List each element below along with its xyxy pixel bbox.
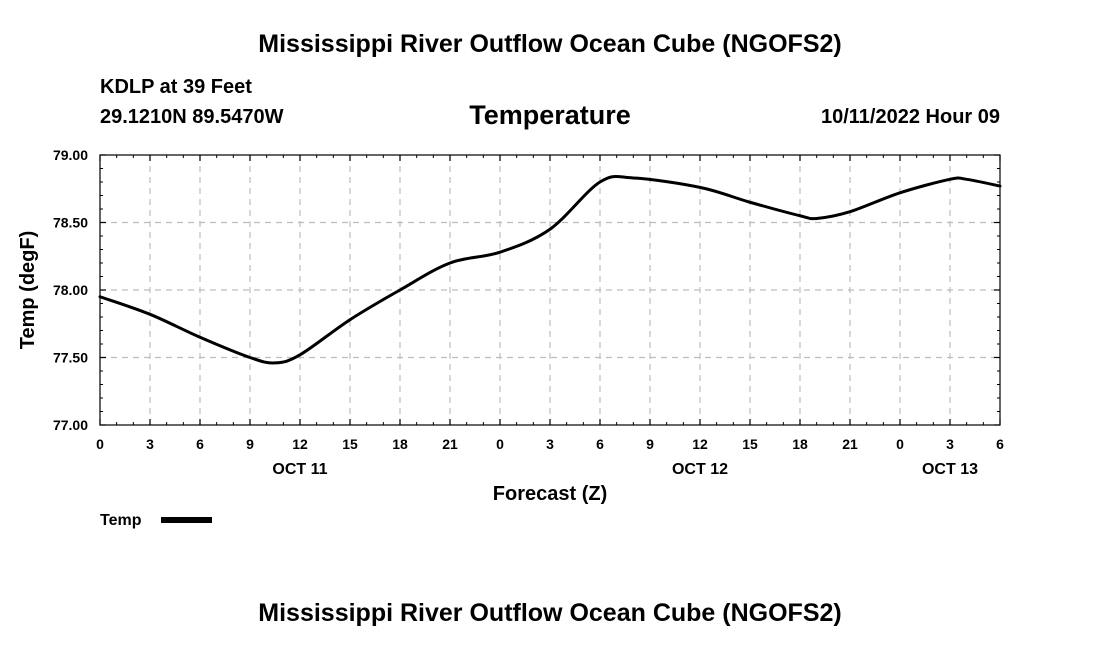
forecast-time: 10/11/2022 Hour 09 — [820, 106, 1000, 128]
x-tick-label: 18 — [792, 436, 808, 452]
grid-lines — [100, 155, 1000, 425]
x-day-label: OCT 12 — [672, 461, 728, 478]
legend-label: Temp — [100, 512, 142, 529]
x-tick-label: 6 — [196, 436, 204, 452]
x-tick-label: 15 — [742, 436, 758, 452]
x-tick-label: 12 — [292, 436, 308, 452]
legend: Temp — [100, 512, 212, 529]
x-tick-label: 9 — [246, 436, 254, 452]
x-tick-label: 15 — [342, 436, 358, 452]
y-tick-label: 78.00 — [53, 282, 88, 298]
x-axis-title: Forecast (Z) — [493, 483, 607, 505]
y-tick-label: 77.50 — [53, 350, 88, 366]
x-tick-label: 3 — [546, 436, 554, 452]
station-coordinates: 29.1210N 89.5470W — [100, 106, 284, 128]
x-tick-label: 0 — [496, 436, 504, 452]
y-axis-title: Temp (degF) — [17, 231, 39, 350]
x-tick-label: 21 — [442, 436, 458, 452]
x-tick-label: 21 — [842, 436, 858, 452]
x-tick-label: 0 — [896, 436, 904, 452]
chart-title-top: Mississippi River Outflow Ocean Cube (NG… — [258, 30, 842, 58]
tick-labels: 0 3 6 9 12 15 18 21 0 3 6 9 12 15 18 21 0 3 6 77.00 77.50 78.… — [53, 147, 1004, 478]
station-name: KDLP at 39 Feet — [100, 76, 252, 98]
temp-series-line — [98, 174, 1002, 365]
x-day-label: OCT 11 — [272, 461, 327, 478]
y-tick-label: 78.50 — [53, 215, 88, 231]
x-tick-label: 3 — [946, 436, 954, 452]
variable-title: Temperature — [469, 100, 631, 130]
y-tick-label: 79.00 — [53, 147, 88, 163]
x-tick-label: 3 — [146, 436, 154, 452]
x-tick-label: 9 — [646, 436, 654, 452]
y-tick-label: 77.00 — [53, 417, 88, 433]
x-tick-label: 12 — [692, 436, 708, 452]
x-tick-label: 18 — [392, 436, 408, 452]
x-tick-label: 0 — [96, 436, 104, 452]
axis-ticks — [99, 154, 1001, 426]
x-tick-label: 6 — [996, 436, 1004, 452]
x-day-label: OCT 13 — [922, 461, 978, 478]
chart-title-bottom: Mississippi River Outflow Ocean Cube (NG… — [258, 599, 842, 627]
x-tick-label: 6 — [596, 436, 604, 452]
